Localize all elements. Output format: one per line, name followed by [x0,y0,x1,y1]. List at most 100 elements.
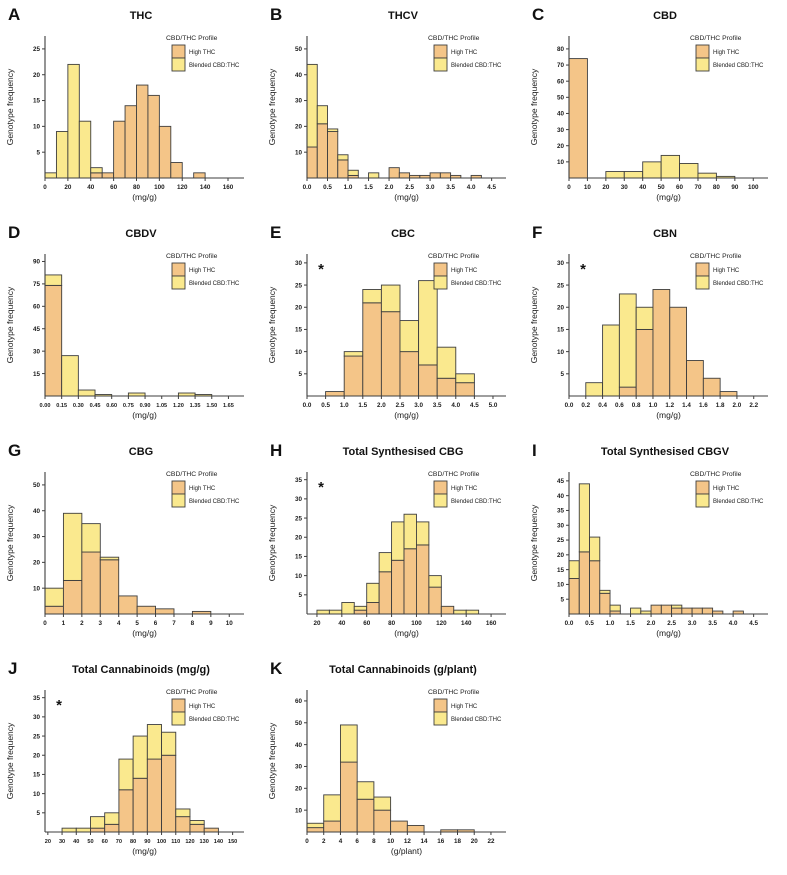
y-tick-label: 10 [295,349,303,356]
y-tick-label: 15 [557,567,565,574]
legend-swatch-high-thc [695,480,710,495]
x-tick-label: 60 [676,184,684,191]
legend-swatch-high-thc [695,262,710,277]
bar-high-thc [170,162,183,179]
y-tick-label: 50 [295,46,303,53]
bar-high-thc [399,351,420,397]
bar-blended-cbd-thc [403,513,417,550]
y-tick-label: 10 [295,573,303,580]
bar-high-thc [568,578,580,615]
bar-blended-cbd-thc [399,320,420,353]
legend-label-blended: Blended CBD:THC [189,63,240,69]
x-tick-label: 30 [621,184,629,191]
bar-high-thc [356,798,375,833]
x-tick-label: 100 [154,184,165,191]
legend-title: CBD/THC Profile [166,253,218,260]
bar-blended-cbd-thc [353,605,368,611]
bar-blended-cbd-thc [316,105,328,125]
x-tick-label: 2.0 [385,184,394,191]
x-tick-label: 1.6 [699,402,708,409]
legend-title: CBD/THC Profile [428,253,480,260]
panel-letter: D [8,223,21,242]
legend-title: CBD/THC Profile [166,689,218,696]
panel-title: CBDV [125,228,157,240]
y-tick-label: 20 [295,304,303,311]
bar-high-thc [44,284,63,397]
x-tick-label: 140 [461,620,472,627]
y-tick-label: 30 [295,98,303,105]
x-tick-label: 70 [116,839,122,845]
panel-letter: A [8,5,21,24]
bar-high-thc [323,820,341,833]
x-tick-label: 90 [144,839,150,845]
x-tick-label: 150 [228,839,237,845]
x-tick-label: 20 [602,184,610,191]
bar-blended-cbd-thc [453,609,467,615]
bar-blended-cbd-thc [90,816,106,829]
bar-high-thc [81,551,101,615]
y-tick-label: 15 [33,98,41,105]
x-tick-label: 80 [713,184,721,191]
x-tick-label: 60 [110,184,118,191]
x-tick-label: 1.5 [358,402,367,409]
x-axis-label: (mg/g) [132,628,157,638]
bar-high-thc [415,544,430,615]
bar-blended-cbd-thc [328,609,343,615]
bar-blended-cbd-thc [104,812,120,825]
bar-high-thc [702,377,721,397]
x-tick-label: 5 [135,620,139,627]
x-axis-label: (mg/g) [132,846,157,856]
y-tick-label: 30 [295,260,303,267]
x-tick-label: 60 [102,839,108,845]
y-tick-label: 30 [33,348,41,355]
legend-label-high-thc: High THC [189,704,216,710]
legend-label-high-thc: High THC [713,268,740,274]
x-tick-label: 1.2 [665,402,674,409]
x-tick-label: 2 [322,838,326,845]
bar-blended-cbd-thc [618,293,637,388]
bar-blended-cbd-thc [327,128,339,132]
x-tick-label: 20 [471,838,479,845]
bar-blended-cbd-thc [78,120,92,179]
x-tick-label: 160 [223,184,234,191]
legend-swatch-blended [171,493,186,508]
x-tick-label: 1 [62,620,66,627]
y-tick-label: 40 [33,508,41,515]
y-tick-label: 10 [557,582,565,589]
legend-swatch-high-thc [433,262,448,277]
y-tick-label: 20 [33,560,41,567]
legend-label-high-thc: High THC [713,486,740,492]
x-tick-label: 10 [584,184,592,191]
panel-J: J Total Cannabinoids (mg/g) 20 30 40 50 60 70 80… [0,654,262,872]
panel-H: H Total Synthesised CBG 20 40 60 80 100 120 140 1… [262,436,524,654]
y-tick-label: 40 [295,742,303,749]
x-axis-label: (mg/g) [394,410,419,420]
bar-blended-cbd-thc [697,172,717,179]
x-tick-label: 20 [313,620,321,627]
y-tick-label: 10 [557,159,565,166]
bar-blended-cbd-thc [81,523,101,553]
legend-label-blended: Blended CBD:THC [713,281,764,287]
bar-blended-cbd-thc [146,724,163,760]
bar-high-thc [118,595,138,615]
bar-high-thc [90,827,106,833]
x-tick-label: 5.0 [489,402,498,409]
x-tick-label: 18 [454,838,462,845]
y-axis-label: Genotype frequency [5,504,15,581]
y-axis-label: Genotype frequency [267,68,277,145]
histogram-C: 0 10 20 30 40 50 60 70 80 90 100 10 20 30 40 50 60 70 80 (m… [529,35,768,202]
legend-swatch-blended [433,711,448,726]
x-axis-label: (g/plant) [391,846,422,856]
y-tick-label: 20 [295,534,303,541]
histogram-D: 0.00 0.15 0.30 0.45 0.60 0.75 0.90 1.05 1.20 1.35… [5,253,244,420]
significance-asterisk: * [318,261,324,278]
y-tick-label: 40 [557,493,565,500]
bar-blended-cbd-thc [418,280,438,366]
y-tick-label: 25 [295,515,303,522]
bar-high-thc [391,559,405,615]
bar-blended-cbd-thc [635,306,654,330]
x-tick-label: 2 [80,620,84,627]
bar-blended-cbd-thc [306,822,325,829]
y-tick-label: 5 [36,810,40,817]
x-tick-label: 6 [355,838,359,845]
